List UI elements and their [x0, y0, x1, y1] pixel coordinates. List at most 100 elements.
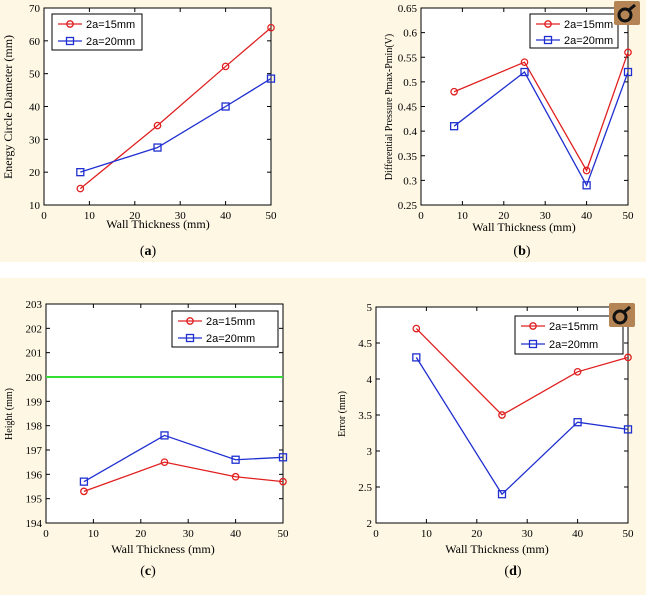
y-tick-label: 50 [29, 69, 41, 81]
data-point-square [221, 102, 230, 111]
panel-caption: (b) [513, 244, 530, 259]
y-tick-label: 2 [367, 518, 373, 530]
caption-paren: ( [513, 244, 518, 259]
data-point-square [582, 181, 591, 190]
x-tick-label: 20 [471, 528, 483, 540]
y-tick-label: 0.5 [403, 77, 417, 89]
x-tick-label: 40 [220, 210, 232, 222]
data-point-square [278, 453, 288, 462]
magnify-zoom-icon[interactable] [614, 1, 640, 25]
y-tick-label: 0.4 [403, 126, 417, 138]
data-point-square [412, 353, 421, 362]
x-tick-label: 30 [522, 528, 534, 540]
y-tick-label: 5 [367, 302, 373, 314]
x-tick-label: 50 [266, 210, 278, 222]
y-tick-label: 202 [26, 323, 43, 335]
legend-marker-circle [66, 20, 74, 28]
y-tick-label: 198 [26, 421, 43, 433]
series-line [415, 357, 629, 496]
y-tick-label: 4 [367, 374, 373, 386]
x-axis-label: Wall Thickness (mm) [472, 220, 575, 234]
y-tick-label: 30 [29, 134, 41, 146]
x-tick-label: 20 [498, 210, 510, 222]
series-line [453, 71, 629, 187]
data-point-circle [582, 166, 591, 175]
panel-caption: (c) [140, 564, 156, 579]
magnify-zoom-icon[interactable] [609, 303, 635, 327]
y-axis-label: Error (mm) [337, 391, 348, 437]
caption-letter: a [145, 244, 152, 259]
legend-marker-circle [186, 317, 194, 325]
legend-marker-circle [529, 322, 537, 330]
caption-letter: d [509, 564, 517, 579]
y-tick-label: 196 [26, 469, 43, 481]
data-point-square [573, 418, 582, 427]
x-tick-label: 50 [623, 210, 635, 222]
x-tick-label: 50 [623, 528, 635, 540]
caption-paren: ( [140, 244, 145, 259]
data-point-circle [231, 472, 240, 481]
series-line [79, 27, 272, 190]
data-point-square [520, 67, 529, 77]
x-tick-label: 10 [457, 210, 469, 222]
y-tick-label: 195 [26, 494, 43, 506]
legend-label: 2a=20mm [206, 333, 255, 345]
y-axis-label: Energy Circle Diameter (mm) [1, 35, 15, 179]
panel-separator [0, 262, 646, 278]
x-tick-label: 40 [230, 528, 242, 540]
series-line [83, 434, 284, 483]
x-tick-label: 10 [84, 210, 96, 222]
y-tick-label: 203 [26, 299, 43, 311]
data-point-circle [80, 487, 88, 496]
legend-label: 2a=20mm [564, 35, 613, 47]
caption-letter: c [145, 564, 151, 579]
data-point-square [76, 168, 85, 177]
y-tick-label: 199 [26, 396, 43, 408]
data-point-square [266, 74, 276, 83]
y-axis-label: Height (mm) [4, 388, 15, 440]
caption-paren: ) [517, 564, 522, 579]
data-point-circle [279, 477, 287, 486]
x-tick-label: 10 [88, 528, 100, 540]
legend-label: 2a=15mm [564, 19, 613, 31]
caption-paren: ) [151, 564, 156, 579]
data-point-square [623, 425, 633, 434]
chart-d: 0 10 20 30 40 50 2 2.5 3 3.5 4 4.5 5 2a=15mm 2a=20mm Wa… [337, 302, 634, 579]
caption-paren: ( [504, 564, 509, 579]
chart-a: 0 10 20 30 40 50102030405060702a=15mm2a=20mmW… [1, 3, 277, 259]
y-tick-label: 40 [29, 102, 41, 114]
legend-label: 2a=15mm [549, 321, 598, 333]
y-tick-label: 0.25 [398, 200, 418, 212]
legend-label: 2a=20mm [86, 36, 135, 48]
legend-marker-square [543, 35, 553, 45]
panel-caption: (d) [504, 564, 521, 579]
legend-marker-square [528, 339, 538, 349]
y-tick-label: 197 [26, 445, 43, 457]
series-line [415, 328, 629, 416]
y-tick-label: 0.65 [398, 3, 418, 15]
legend-marker-circle [544, 20, 552, 28]
series-line [453, 52, 629, 173]
x-tick-label: 30 [540, 210, 552, 222]
y-tick-label: 10 [29, 200, 41, 212]
x-tick-label: 40 [572, 528, 584, 540]
x-tick-label: 50 [278, 528, 290, 540]
y-tick-label: 200 [26, 372, 43, 384]
y-tick-label: 3.5 [358, 410, 372, 422]
y-tick-label: 0.45 [398, 102, 418, 114]
data-point-circle [450, 87, 458, 96]
y-axis-label: Differential Pressure Pmax-Pmin(V) [384, 34, 395, 180]
y-tick-label: 20 [29, 167, 41, 179]
y-tick-label: 2.5 [358, 482, 372, 494]
data-point-circle [160, 458, 169, 467]
data-point-square [449, 122, 459, 131]
data-point-circle [624, 48, 632, 57]
caption-letter: b [518, 244, 526, 259]
data-point-circle [267, 23, 275, 32]
x-tick-label: 40 [581, 210, 593, 222]
y-tick-label: 0.6 [403, 28, 417, 40]
x-tick-label: 20 [135, 528, 147, 540]
legend-label: 2a=15mm [206, 316, 255, 328]
